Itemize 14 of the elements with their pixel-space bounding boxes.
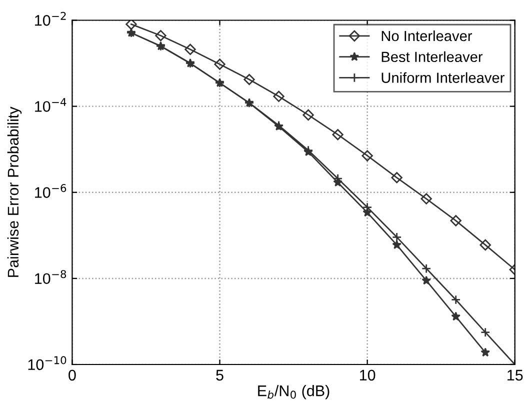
x-tick-label: 15	[508, 370, 523, 381]
legend-label: No Interleaver	[382, 30, 472, 42]
legend-label: Uniform Interleaver	[382, 72, 504, 83]
x-tick-label: 0	[68, 370, 76, 381]
y-tick-label: 10$^{−6}$	[35, 184, 66, 198]
x-tick-label: 5	[216, 370, 224, 381]
y-tick-label: 10$^{−2}$	[35, 12, 66, 26]
x-tick-label: 10	[360, 370, 376, 381]
y-axis-title: Pairwise Error Probability	[7, 106, 22, 277]
y-tick-label: 10$^{−4}$	[35, 98, 66, 112]
y-tick-label: 10$^{−8}$	[35, 270, 66, 284]
legend-label: Best Interleaver	[382, 51, 483, 62]
y-tick-label: 10$^{−10}$	[28, 356, 66, 370]
x-axis-title: E$_{b}$/N$_{0}$ (dB)	[258, 384, 330, 400]
